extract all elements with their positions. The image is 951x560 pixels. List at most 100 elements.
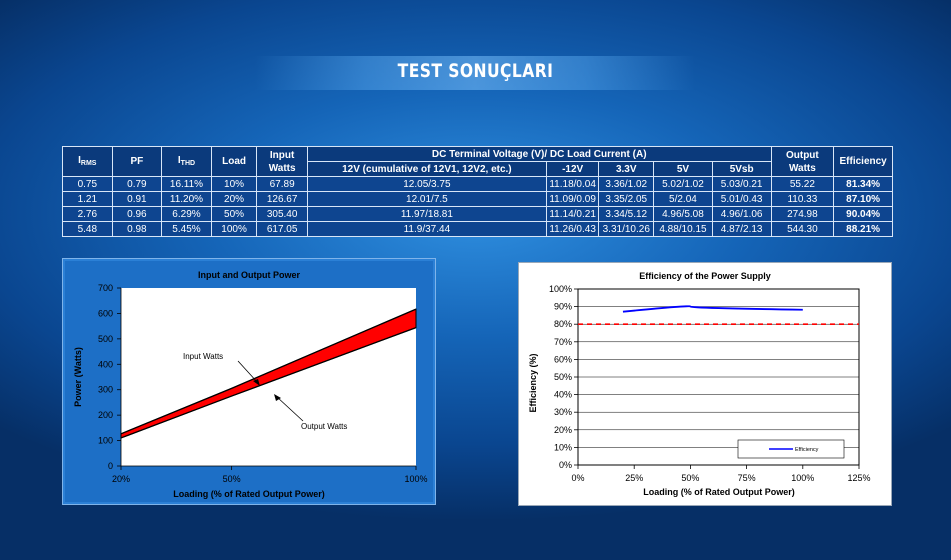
- table-cell: 4.87/2.13: [711, 221, 772, 237]
- table-cell: 2.76: [62, 206, 113, 222]
- table-cell: 0.91: [111, 191, 163, 207]
- table-cell: 0.96: [111, 206, 163, 222]
- power-y-tick-label: 100: [98, 436, 113, 446]
- output-watts-annotation: Output Watts: [301, 422, 347, 431]
- table-cell: 11.14/0.21: [545, 206, 600, 222]
- output-watts-line: [120, 326, 417, 439]
- header-irms-label: I: [78, 154, 81, 166]
- efficiency-y-tick-label: 20%: [554, 425, 572, 435]
- header-output-watts: Output Watts: [770, 146, 835, 177]
- table-cell: 4.96/1.06: [711, 206, 772, 222]
- table-cell: 90.04%: [833, 206, 893, 222]
- table-cell: 11.26/0.43: [545, 221, 600, 237]
- power-x-label: Loading (% of Rated Output Power): [173, 489, 325, 499]
- table-cell: 6.29%: [161, 206, 212, 222]
- table-cell: 0.75: [62, 176, 113, 192]
- table-cell: 1.21: [62, 191, 113, 207]
- table-cell: 5.01/0.43: [711, 191, 772, 207]
- title-banner: [255, 56, 695, 90]
- table-row: 2.76 0.96 6.29% 50% 305.40 11.97/18.81 11.14/0…: [62, 206, 893, 222]
- table-row: 0.75 0.79 16.11% 10% 67.89 12.05/3.75 11.18/0.…: [62, 176, 893, 192]
- table-cell: 0.98: [111, 221, 163, 237]
- table-cell: 110.33: [770, 191, 835, 207]
- table-cell: 5.45%: [161, 221, 212, 237]
- efficiency-chart: 0% 10% 20% 30% 40% 50% 60% 70% 80% 90% 100% 0% 25% 5…: [528, 271, 871, 497]
- table-cell: 12.01/7.5: [306, 191, 547, 207]
- efficiency-x-tick-label: 100%: [791, 473, 814, 483]
- efficiency-y-tick-label: 80%: [554, 319, 572, 329]
- power-chart-panel: 0 100 200 300 400 500 600 700 20% 50% 100% Input …: [62, 258, 436, 505]
- efficiency-chart-title: Efficiency of the Power Supply: [639, 271, 771, 281]
- power-x-tick-label: 100%: [404, 474, 427, 484]
- table-cell: 67.89: [256, 176, 308, 192]
- table-cell: 12.05/3.75: [306, 176, 547, 192]
- table-cell: 5.48: [62, 221, 113, 237]
- table-cell: 11.97/18.81: [306, 206, 547, 222]
- table-cell: 100%: [210, 221, 258, 237]
- results-table: IRMS PF ITHD Load Input Watts DC Termina…: [62, 146, 893, 237]
- table-cell: 305.40: [256, 206, 308, 222]
- header-efficiency: Efficiency: [833, 146, 893, 177]
- table-cell: 4.96/5.08: [653, 206, 713, 222]
- table-cell: 5.03/0.21: [711, 176, 772, 192]
- efficiency-y-tick-label: 0%: [559, 460, 572, 470]
- input-watts-arrow: [237, 360, 259, 384]
- table-cell: 16.11%: [161, 176, 212, 192]
- table-row: 1.21 0.91 11.20% 20% 126.67 12.01/7.5 11.09/0.…: [62, 191, 893, 207]
- table-cell: 11.20%: [161, 191, 212, 207]
- table-cell: 3.31/10.26: [598, 221, 655, 237]
- efficiency-x-label: Loading (% of Rated Output Power): [643, 487, 795, 497]
- efficiency-y-tick-label: 10%: [554, 442, 572, 452]
- legend-label: Efficiency: [795, 447, 819, 453]
- page-title: TEST SONUÇLARI: [397, 60, 554, 82]
- efficiency-x-tick-label: 25%: [625, 473, 643, 483]
- efficiency-y-tick-label: 60%: [554, 354, 572, 364]
- header-load: Load: [210, 146, 258, 177]
- table-cell: 126.67: [256, 191, 308, 207]
- efficiency-y-tick-label: 90%: [554, 302, 572, 312]
- table-cell: 5.02/1.02: [653, 176, 713, 192]
- header-pf: PF: [111, 146, 163, 177]
- efficiency-chart-panel: 0% 10% 20% 30% 40% 50% 60% 70% 80% 90% 100% 0% 25% 5…: [518, 262, 892, 506]
- output-watts-arrowhead: [274, 394, 281, 401]
- efficiency-y-tick-label: 70%: [554, 337, 572, 347]
- table-cell: 55.22: [770, 176, 835, 192]
- table-cell: 274.98: [770, 206, 835, 222]
- table-cell: 3.34/5.12: [598, 206, 655, 222]
- power-x-tick-label: 50%: [223, 474, 241, 484]
- efficiency-y-tick-label: 100%: [549, 284, 572, 294]
- power-chart: 0 100 200 300 400 500 600 700 20% 50% 100% Input …: [73, 270, 428, 499]
- power-y-tick-label: 400: [98, 359, 113, 369]
- table-cell: 20%: [210, 191, 258, 207]
- table-cell: 0.79: [111, 176, 163, 192]
- table-cell: 88.21%: [833, 221, 893, 237]
- header-3v3: 3.3V: [598, 161, 655, 177]
- efficiency-line: [622, 305, 803, 313]
- power-y-tick-label: 500: [98, 334, 113, 344]
- table-cell: 87.10%: [833, 191, 893, 207]
- table-cell: 4.88/10.15: [653, 221, 713, 237]
- table-cell: 50%: [210, 206, 258, 222]
- table-cell: 11.09/0.09: [545, 191, 600, 207]
- header-dc-group: DC Terminal Voltage (V)/ DC Load Current…: [306, 146, 772, 162]
- header-irms-sub: RMS: [80, 159, 97, 167]
- efficiency-y-tick-label: 40%: [554, 390, 572, 400]
- header-neg12v: -12V: [545, 161, 600, 177]
- power-y-tick-label: 700: [98, 283, 113, 293]
- efficiency-x-tick-label: 50%: [681, 473, 699, 483]
- table-cell: 617.05: [256, 221, 308, 237]
- header-ithd-label: I: [177, 154, 181, 166]
- efficiency-y-tick-label: 30%: [554, 407, 572, 417]
- efficiency-y-tick-label: 50%: [554, 372, 572, 382]
- table-row: 5.48 0.98 5.45% 100% 617.05 11.9/37.44 11.26/0…: [62, 221, 893, 237]
- table-cell: 544.30: [770, 221, 835, 237]
- table-cell: 11.9/37.44: [306, 221, 547, 237]
- input-watts-arrowhead: [253, 379, 260, 386]
- power-y-tick-label: 600: [98, 308, 113, 318]
- table-cell: 81.34%: [833, 176, 893, 192]
- efficiency-x-tick-label: 125%: [847, 473, 870, 483]
- table-cell: 5/2.04: [653, 191, 713, 207]
- output-watts-arrow: [276, 396, 304, 422]
- table-cell: 10%: [210, 176, 258, 192]
- header-ithd-sub: THD: [180, 159, 196, 167]
